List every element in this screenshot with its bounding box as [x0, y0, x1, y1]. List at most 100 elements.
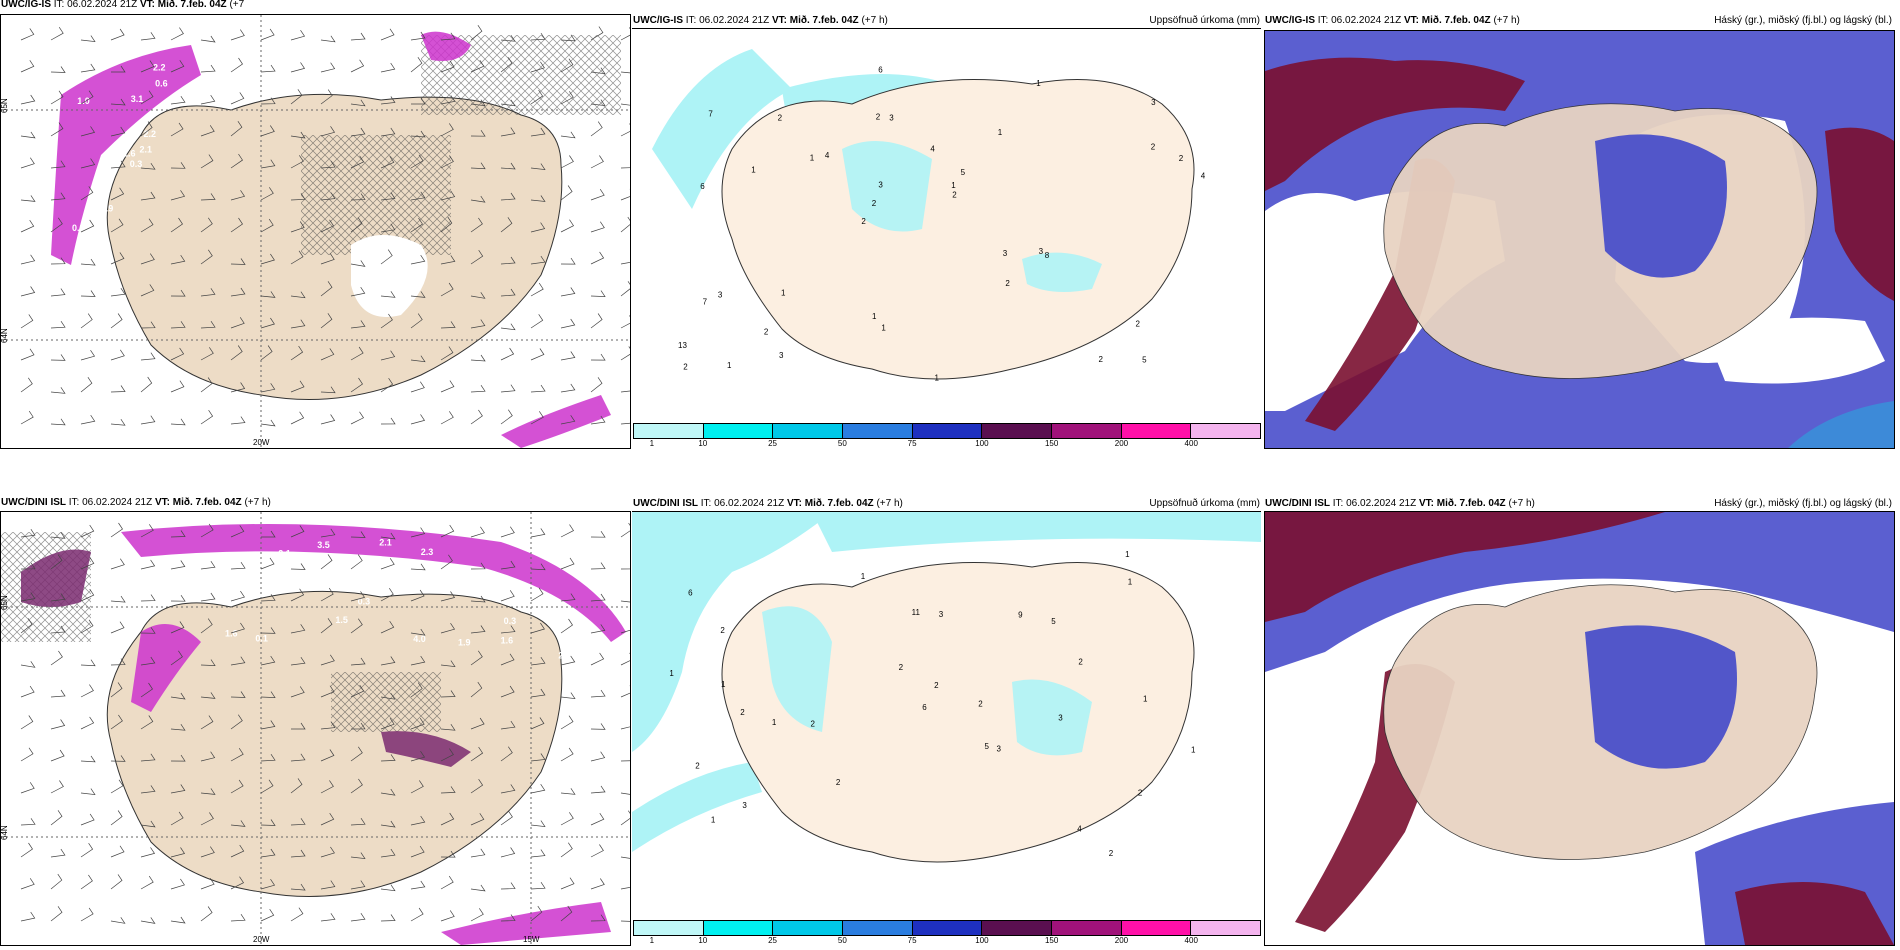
wind-barb — [80, 588, 95, 602]
wind-barb — [470, 162, 486, 170]
wind-barb — [20, 195, 36, 202]
colorbar-tick: 75 — [907, 439, 917, 448]
wind-barb — [500, 256, 516, 265]
wind-barb — [620, 726, 630, 730]
wind-barb — [560, 747, 574, 762]
vt-label: VT: — [1403, 15, 1419, 26]
wind-barb — [140, 376, 153, 393]
wind-barb — [20, 685, 35, 698]
wind-barb — [170, 27, 184, 41]
wind-barb — [200, 64, 216, 73]
wind-barb — [320, 780, 334, 794]
wind-barb — [560, 524, 575, 538]
wind-barb — [290, 89, 303, 105]
model-name: UWC/DINI ISL — [1, 497, 66, 508]
wind-barb — [410, 291, 426, 298]
precip-area — [762, 606, 832, 732]
it-label: IT: — [68, 497, 80, 508]
vt-label: VT: — [139, 0, 155, 10]
wind-barb — [320, 62, 336, 73]
icing-band — [501, 395, 611, 448]
wind-barb — [200, 288, 216, 297]
wind-barb — [20, 377, 33, 393]
icing-band — [441, 902, 611, 945]
wind-barb — [380, 820, 396, 828]
wind-barb — [200, 523, 214, 538]
wind-barb — [140, 191, 156, 201]
map-value-label: 2 — [1005, 279, 1010, 288]
colorbar-swatch — [912, 424, 983, 438]
map-value-label: 2 — [899, 663, 904, 672]
init-time: 06.02.2024 21Z — [82, 497, 153, 508]
colorbar-tick: 50 — [837, 439, 847, 448]
wind-barb — [530, 89, 544, 105]
wind-barb — [20, 60, 35, 73]
wind-barb — [440, 875, 454, 890]
wind-barb — [380, 156, 395, 169]
wind-barb — [380, 588, 394, 602]
wind-barb — [350, 377, 363, 393]
lead-time: (+7 h) — [244, 497, 271, 508]
wind-barb — [260, 655, 276, 666]
wind-barb — [50, 321, 66, 329]
map-value-label: 2 — [1179, 154, 1184, 163]
map-frame: 65N 64N 20W 0.3 1.0 1.6 0.8 2.2 0.9 2.2 3.1 0.6 2… — [0, 14, 631, 449]
wind-barb — [440, 748, 454, 762]
high-cloud-area — [1735, 882, 1894, 945]
map-value-label: 2.1 — [140, 145, 153, 155]
wind-barb — [380, 192, 396, 201]
colorbar-swatch — [843, 921, 913, 935]
wind-barb — [110, 419, 126, 426]
high-cloud-area — [1825, 127, 1894, 302]
wind-barb — [260, 317, 275, 329]
colorbar-tick: 75 — [907, 936, 917, 945]
wind-barb — [290, 907, 304, 922]
wind-barb — [320, 528, 336, 538]
wind-barb — [350, 127, 366, 137]
wind-barb — [140, 415, 156, 425]
wind-barb — [410, 718, 425, 730]
wind-barb — [620, 887, 630, 890]
wind-barb — [620, 685, 630, 698]
lon-label: 20W — [253, 438, 270, 447]
wind-barb — [230, 29, 245, 41]
wind-barb — [170, 878, 185, 890]
colorbar-tick: 150 — [1044, 439, 1059, 448]
wind-barb — [140, 90, 154, 105]
wind-barb — [320, 160, 336, 169]
wind-barb — [200, 906, 213, 922]
wind-barb — [290, 753, 306, 762]
wind-barb — [260, 125, 275, 137]
icing-band — [381, 731, 471, 767]
field-title: Uppsöfnuð úrkoma (mm) — [1149, 498, 1260, 509]
wind-barb — [620, 27, 630, 41]
map-value-label: 1 — [861, 572, 866, 581]
wind-barb — [20, 314, 34, 329]
wind-barb — [230, 622, 245, 634]
wind-barb — [170, 811, 184, 826]
wind-barb — [590, 593, 606, 602]
wind-barb — [50, 593, 66, 602]
wind-barb — [80, 619, 94, 634]
lon-label: 15W — [523, 935, 540, 944]
wind-barb — [350, 217, 363, 233]
wind-barb — [530, 753, 546, 762]
wind-barb — [320, 126, 336, 137]
wind-barb — [410, 589, 425, 602]
wind-barb — [260, 419, 276, 427]
map-canvas — [1265, 512, 1894, 945]
wind-value-group: 0.3 1.0 1.6 0.8 2.2 0.9 2.2 3.1 0.6 2.1 — [72, 62, 168, 233]
wind-barb — [230, 92, 245, 105]
wind-barb — [110, 595, 126, 603]
wind-barb — [260, 97, 276, 105]
wind-barb — [200, 846, 215, 858]
wind-barb — [500, 57, 513, 73]
map-value-label: 1.6 — [123, 148, 136, 158]
wind-value-group: 0.3 0.3 0.3 1.5 2.1 2.1 1.6 2.3 1.9 1.6 2.2 2.1 0.1 3… — [103, 537, 571, 660]
map-value-label: 0.3 — [504, 616, 517, 626]
wind-barb — [261, 530, 276, 538]
wind-barb — [230, 914, 246, 922]
wind-barb — [290, 345, 304, 361]
wind-barb — [320, 281, 333, 297]
